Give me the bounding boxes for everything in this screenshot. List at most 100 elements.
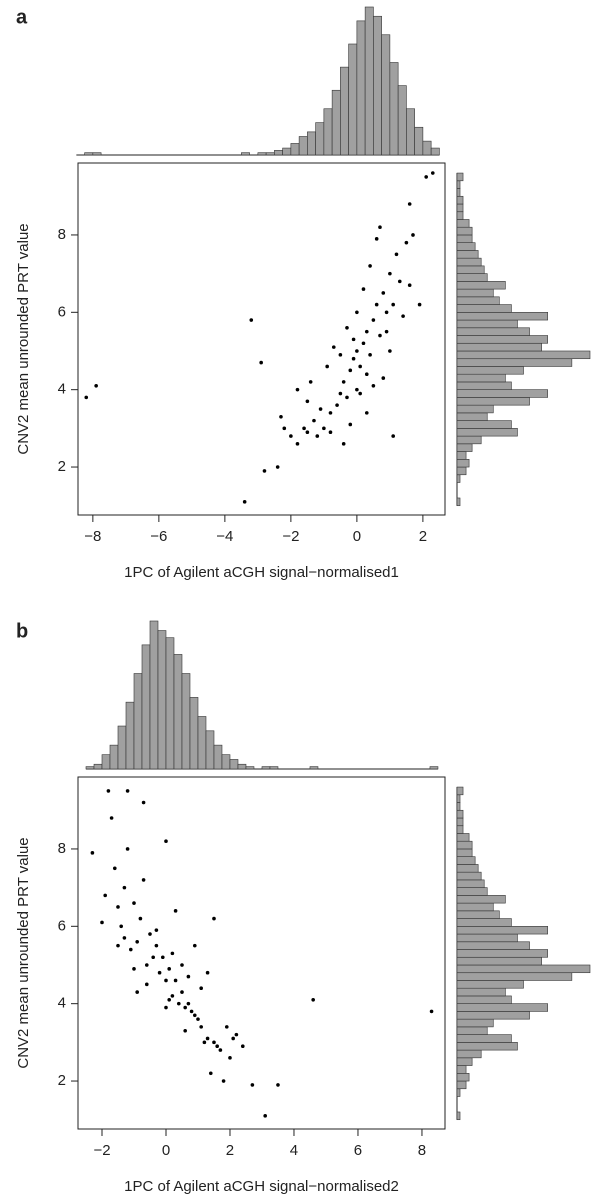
scatter-point (417, 302, 422, 307)
scatter-point (364, 411, 369, 415)
plot-frame (77, 776, 446, 1130)
scatter-point (205, 1036, 210, 1041)
y-tick-label: 4 (58, 381, 66, 398)
hist-bar (456, 1003, 548, 1012)
hist-bar (456, 1049, 482, 1059)
scatter-point (355, 387, 359, 392)
hist-bar (456, 864, 479, 873)
hist-bar (282, 147, 292, 156)
scatter-point (84, 395, 89, 400)
scatter-point (221, 1079, 226, 1083)
scatter-point (401, 314, 405, 318)
scatter-point (318, 407, 323, 411)
y-axis-label: CNV2 mean unrounded PRT value (15, 223, 32, 454)
scatter-point (322, 426, 326, 431)
y-tick-label: 6 (58, 917, 66, 934)
scatter-point (328, 430, 333, 435)
hist-bar (456, 964, 591, 974)
scatter-point (351, 356, 356, 361)
hist-bar (456, 887, 488, 896)
hist-bar (456, 497, 461, 507)
scatter-point (391, 434, 395, 438)
hist-bar (109, 744, 119, 770)
scatter-point (368, 264, 372, 268)
hist-bar (117, 725, 127, 770)
hist-bar (456, 895, 506, 904)
scatter-point (128, 947, 133, 952)
scatter-point (154, 928, 159, 932)
hist-bar (430, 147, 440, 156)
hist-bar (221, 754, 231, 770)
hist-bar (456, 802, 461, 811)
hist-bar (456, 995, 512, 1004)
hist-bar (456, 342, 542, 352)
hist-bar (456, 234, 473, 243)
scatter-point (125, 789, 130, 793)
hist-bar (456, 350, 591, 360)
scatter-point (331, 345, 336, 349)
hist-bar (456, 373, 506, 383)
scatter-point (141, 878, 146, 882)
scatter-point (170, 951, 175, 956)
hist-bar (414, 126, 424, 156)
scatter-point (202, 1040, 207, 1045)
scatter-point (338, 391, 343, 396)
scatter-point (157, 970, 162, 975)
scatter-point (374, 237, 379, 241)
scatter-point (345, 395, 349, 400)
hist-bar (429, 766, 439, 770)
scatter-point (160, 955, 165, 960)
scatter-point (338, 353, 343, 357)
scatter-point (262, 469, 267, 473)
scatter-point (109, 816, 114, 820)
hist-bar (456, 420, 512, 429)
hist-bar (93, 763, 103, 770)
hist-bar (213, 744, 223, 770)
scatter-point (138, 916, 143, 921)
scatter-point (391, 302, 395, 307)
hist-bar (456, 312, 548, 321)
scatter-point (224, 1025, 229, 1029)
plot-frame (77, 162, 446, 516)
scatter-point (348, 422, 353, 427)
hist-bar (456, 327, 530, 336)
hist-bar (456, 296, 500, 305)
hist-bar (389, 62, 399, 156)
hist-bar (269, 766, 279, 770)
hist-bar (456, 404, 494, 414)
scatter-point (170, 994, 175, 998)
scatter-point (325, 364, 329, 369)
scatter-point (364, 329, 369, 334)
scatter-point (345, 325, 349, 330)
hist-bar (456, 786, 464, 796)
y-tick-label: 4 (58, 995, 66, 1012)
scatter-point (279, 414, 283, 419)
hist-bar (456, 933, 518, 943)
scatter-point (154, 943, 159, 948)
scatter-point (315, 434, 320, 438)
x-tick-label: −2 (282, 528, 299, 545)
hist-bar (456, 941, 530, 950)
scatter-point (311, 998, 315, 1002)
scatter-point (378, 333, 382, 338)
hist-bar (456, 195, 464, 205)
scatter-point (381, 376, 386, 380)
hist-bar (456, 902, 494, 912)
x-tick-label: 0 (353, 528, 361, 545)
hist-bar (456, 848, 473, 857)
scatter-point (289, 434, 293, 438)
scatter-point (132, 901, 136, 905)
hist-bar (307, 131, 316, 156)
scatter-point (186, 1001, 191, 1006)
scatter-point (192, 943, 197, 948)
scatter-point (151, 955, 155, 960)
hist-bar (456, 304, 512, 313)
hist-bar (165, 637, 175, 770)
scatter-point (335, 403, 339, 407)
hist-bar (331, 89, 341, 156)
scatter-point (112, 866, 117, 871)
scatter-point (90, 851, 95, 855)
hist-bar (456, 435, 482, 445)
